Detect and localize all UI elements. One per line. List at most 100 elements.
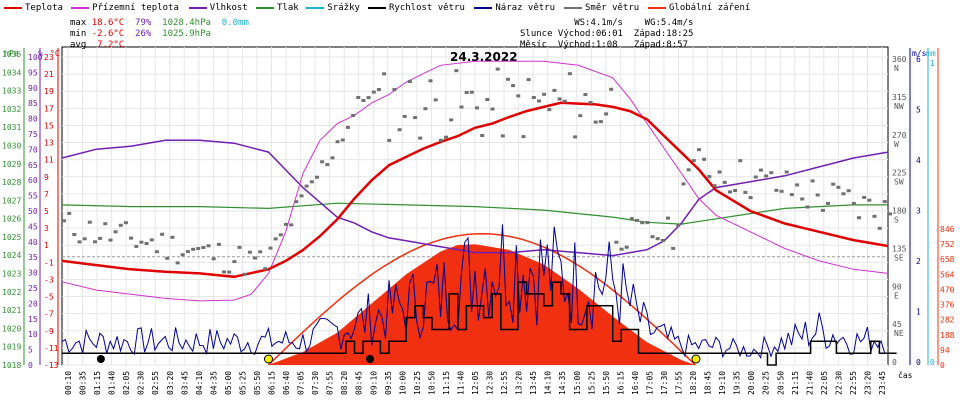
press-tick: 1032 [2,105,21,114]
sunset-marker [691,354,701,364]
legend-swatch [306,6,325,9]
wind-dir-point [676,223,681,227]
wind-dir-point [769,171,774,175]
legend-item: Směr větru [564,3,639,13]
temp-tick: -13 [44,361,59,370]
x-tick-label: 22:55 [849,371,858,395]
rad-tick: 282 [940,316,955,325]
wind-dir-point [289,223,294,227]
wind-dir-point [170,235,175,239]
legend-label: Srážky [327,3,360,13]
rain-tick: 0 [930,358,935,367]
wind-dir-point [629,217,634,221]
x-tick-label: 10:50 [427,371,436,395]
hum-tick: 55 [28,192,38,201]
wind-dir-point [196,247,201,250]
wind-dir-point [578,114,583,118]
wind-dir-point [588,101,593,104]
ws-value: WS:4.1m/s [574,18,623,28]
press-tick: 1029 [2,160,21,169]
wind-dir-point [872,214,877,218]
x-tick-label: 02:30 [137,371,146,395]
wind-dir-point [779,189,784,193]
sunrise-marker [264,354,273,364]
wind-dir-point [733,189,738,192]
stat-min-label: min [70,29,87,39]
wind-dir-point [619,247,624,251]
x-tick-label: 08:45 [355,371,364,395]
temp-tick: -7 [44,310,54,319]
x-tick-label: 21:15 [791,371,800,395]
press-tick: 1035 [2,50,21,59]
temp-tick: -11 [44,344,59,353]
legend-swatch [188,6,207,9]
x-axis-label: čas [898,370,913,380]
legend-swatch [4,6,22,9]
wind-dir-point [469,90,474,94]
hum-tick: 40 [28,238,38,247]
wind-dir-point [490,107,495,111]
dir-tick: 45 [892,320,902,329]
rad-tick: 752 [940,240,955,249]
stat-max-hum: 79% [135,18,152,28]
wind-dir-point [402,114,407,118]
wind-dir-point [800,197,805,201]
stat-avg-label: avg [70,40,87,50]
x-tick-label: 10:25 [413,371,422,395]
dir-name: SW [894,178,904,187]
wind-dir-point [273,237,278,241]
dir-tick: 360 [892,55,907,64]
wind-dir-point [666,216,670,220]
wind-dir-point [227,270,232,274]
wind-dir-point [413,116,418,120]
dir-tick: 180 [892,207,907,216]
wind-tick: 1 [916,308,921,317]
wind-dir-point [511,84,516,88]
wind-tick: 2 [916,257,921,266]
rad-tick: 470 [940,285,955,294]
dir-tick: 270 [892,131,907,140]
stat-max-temp: 18.6°C [91,18,125,28]
wind-dir-point [691,159,696,163]
series-humidity [61,139,889,257]
wind-dir-point [304,184,309,188]
temp-tick: -3 [44,275,54,284]
wind-dir-point [351,114,356,117]
wind-dir-point [345,125,350,129]
wind-dir-point [728,190,732,194]
wind-dir-point [738,159,743,163]
wind-dir-point [836,185,841,189]
wind-dir-point [888,212,892,216]
temp-tick: 9 [44,173,49,182]
wind-dir-point [686,168,691,172]
wind-dir-point [144,242,149,245]
wind-dir-point [815,193,820,197]
wind-dir-point [712,184,717,188]
wind-tick: 4 [916,156,921,165]
stat-min-press: 1025.9hPa [162,29,211,39]
wind-dir-point [521,135,526,139]
legend-item: Vlhkost [188,3,248,13]
wind-dir-point [139,240,144,244]
legend-swatch [564,6,582,9]
hum-tick: 85 [28,99,38,108]
wind-dir-point [98,236,103,240]
wind-dir-point [284,222,288,226]
wind-dir-point [789,193,794,197]
hum-tick: 15 [28,315,38,324]
stat-min-temp: -2.6°C [91,29,125,39]
x-tick-label: 17:05 [645,371,654,395]
dir-name: W [894,140,899,149]
legend-label: Teplota [25,3,63,13]
wind-dir-point [180,253,185,257]
wind-axis-label: m/s [912,49,927,58]
legend-item: Globální záření [648,3,750,13]
wind-dir-point [237,245,242,249]
wind-dir-point [820,208,825,212]
wind-dir-point [867,198,872,202]
x-tick-label: 05:00 [224,371,233,395]
wind-dir-point [356,96,361,99]
dir-name: NE [894,329,904,338]
legend-label: Směr větru [585,3,640,13]
temp-tick: 23 [44,53,54,62]
